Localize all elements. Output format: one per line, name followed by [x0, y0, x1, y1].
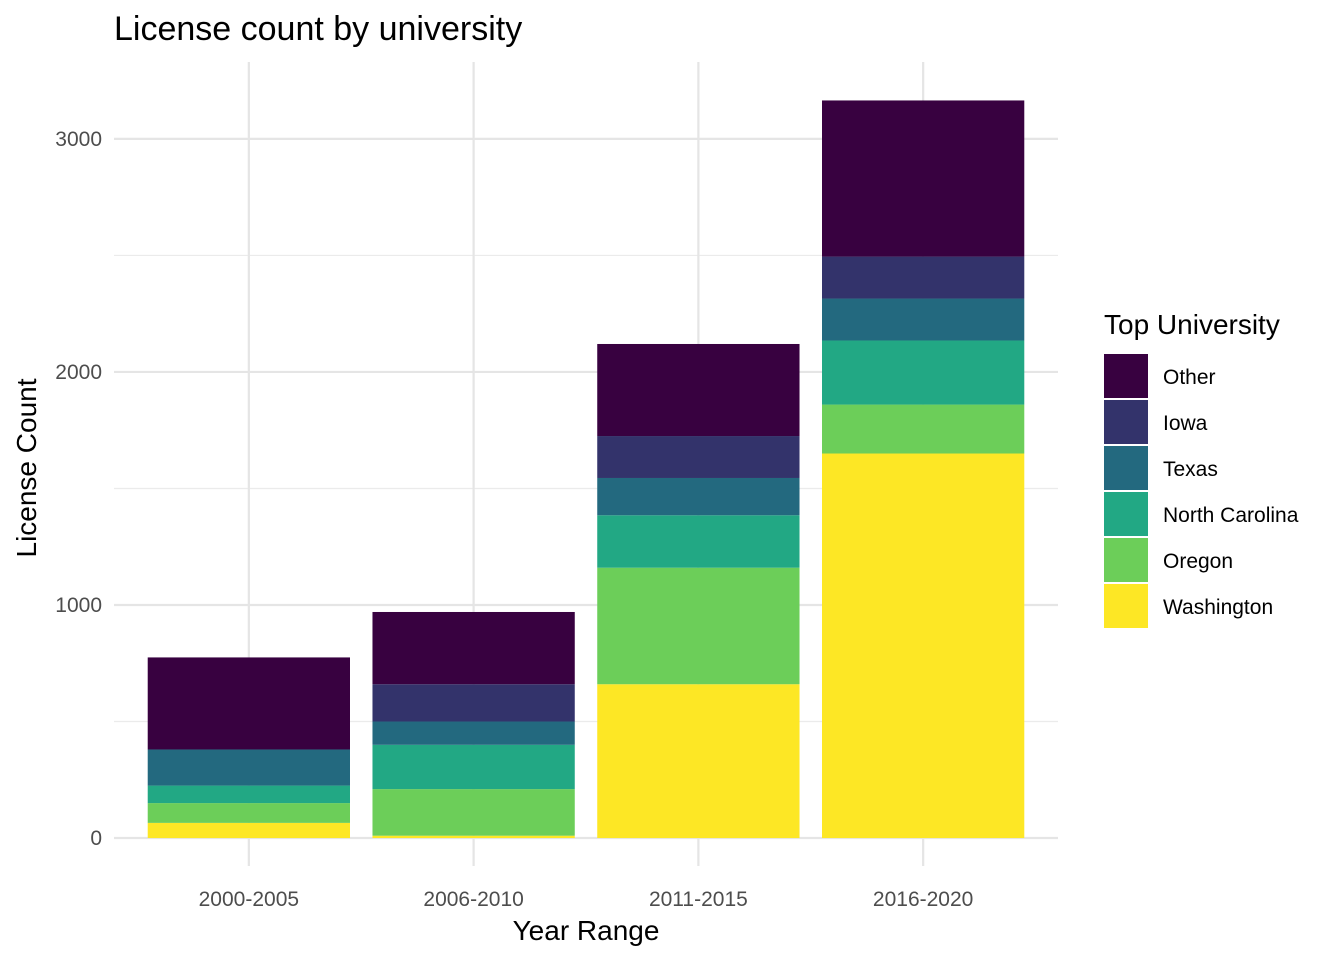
bar-segment-north-carolina: [147, 785, 350, 804]
x-axis-ticks: 2000-2005 2006-2010 2011-2015 2016-2020: [199, 888, 974, 911]
bar-segment-other: [372, 611, 575, 685]
bar-segment-other: [597, 343, 800, 437]
x-axis-title: Year Range: [513, 915, 660, 946]
legend-key-washington: [1104, 584, 1148, 628]
legend-label-other: Other: [1163, 366, 1216, 389]
bar-segment-washington: [372, 835, 575, 839]
bar-segment-north-carolina: [597, 515, 800, 568]
y-tick-label: 3000: [55, 128, 102, 151]
bar-segment-oregon: [822, 404, 1025, 454]
y-tick-label: 2000: [55, 361, 102, 384]
legend: Top University Other Iowa Texas North Carol…: [1104, 309, 1299, 628]
legend-label-texas: Texas: [1163, 458, 1218, 481]
legend-label-north-carolina: North Carolina: [1163, 504, 1299, 527]
bar-segment-iowa: [822, 256, 1025, 299]
bar-segment-other: [147, 657, 350, 750]
bar-segment-oregon: [372, 789, 575, 836]
bar-segment-iowa: [372, 684, 575, 722]
y-axis-title: License Count: [11, 378, 42, 557]
legend-key-north-carolina: [1104, 492, 1148, 536]
bar-segment-texas: [147, 749, 350, 786]
legend-key-other: [1104, 354, 1148, 398]
y-tick-label: 0: [90, 827, 102, 850]
legend-key-oregon: [1104, 538, 1148, 582]
bar-segment-washington: [822, 453, 1025, 839]
bar-segment-texas: [822, 298, 1025, 341]
bar-segment-other: [822, 100, 1025, 257]
y-tick-label: 1000: [55, 594, 102, 617]
legend-title: Top University: [1104, 309, 1280, 340]
legend-label-washington: Washington: [1163, 596, 1273, 619]
legend-key-iowa: [1104, 400, 1148, 444]
bar-segment-north-carolina: [372, 744, 575, 790]
bar-segment-washington: [597, 684, 800, 839]
x-tick-label: 2000-2005: [199, 888, 299, 911]
x-tick-label: 2006-2010: [423, 888, 523, 911]
chart-title: License count by university: [114, 10, 522, 48]
bar-segment-washington: [147, 822, 350, 839]
y-axis-ticks: 0 1000 2000 3000: [55, 128, 102, 850]
bar-segment-north-carolina: [822, 340, 1025, 405]
bar-segment-iowa: [597, 436, 800, 478]
legend-label-oregon: Oregon: [1163, 550, 1233, 573]
bar-segment-oregon: [147, 803, 350, 823]
bars: [147, 100, 1025, 839]
x-tick-label: 2011-2015: [649, 888, 748, 911]
bar-segment-oregon: [597, 567, 800, 685]
bar-segment-texas: [597, 477, 800, 516]
x-tick-label: 2016-2020: [873, 888, 973, 911]
bar-segment-texas: [372, 721, 575, 745]
legend-label-iowa: Iowa: [1163, 412, 1208, 435]
legend-key-texas: [1104, 446, 1148, 490]
